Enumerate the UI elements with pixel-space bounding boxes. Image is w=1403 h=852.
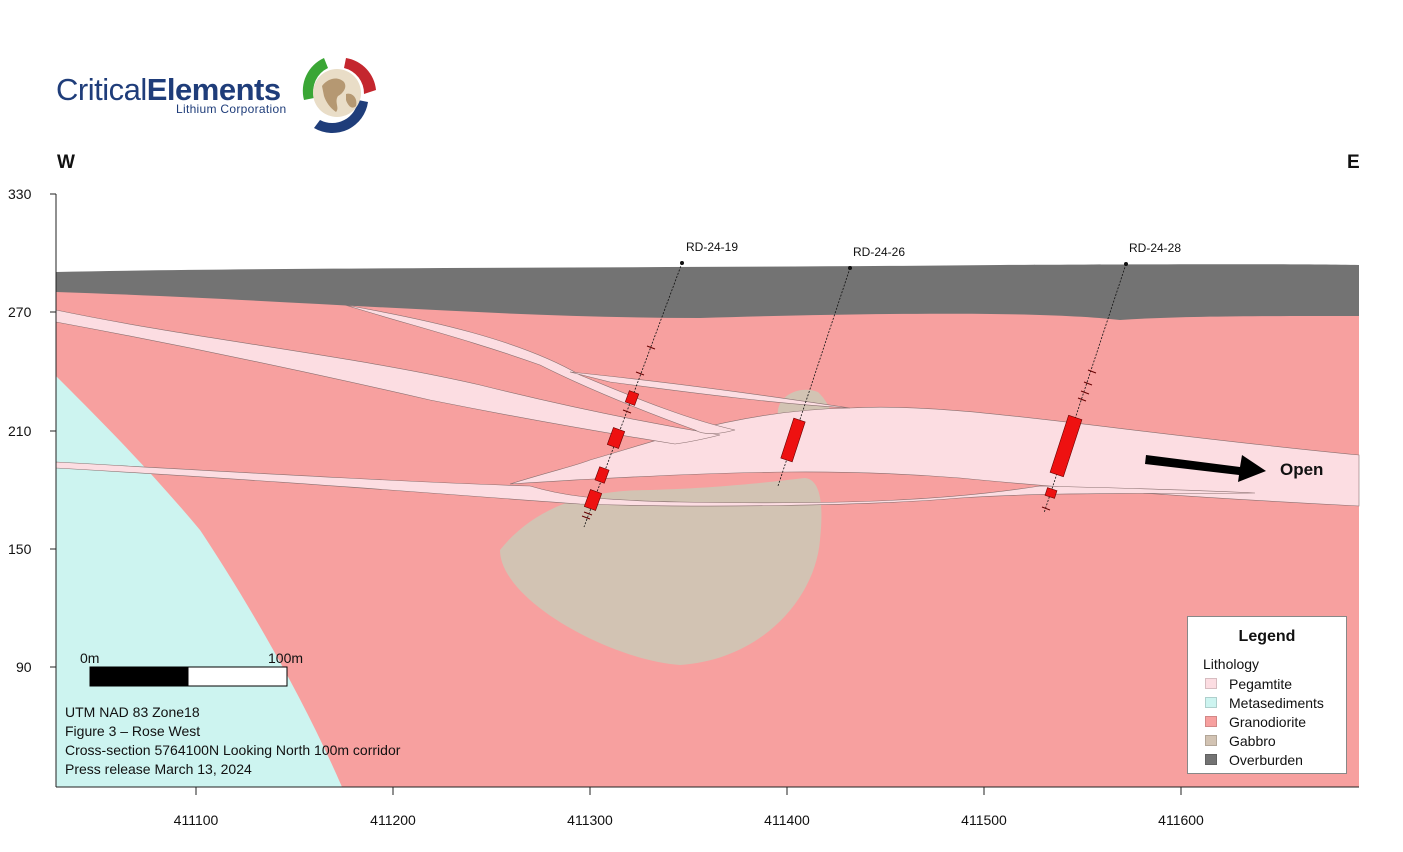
drill-hole-rd-24-19: RD-24-19 xyxy=(581,240,738,528)
legend-items: Pegamtite Metasediments Granodiorite Gab… xyxy=(1205,674,1324,769)
pegmatite-west-band xyxy=(55,309,721,445)
legend-swatch xyxy=(1205,735,1217,746)
west-label: W xyxy=(57,152,75,173)
x-tick-label: 411200 xyxy=(370,812,416,828)
legend-swatch xyxy=(1205,716,1217,727)
x-tick-label: 411100 xyxy=(174,812,219,828)
pegmatite-lower-sill xyxy=(55,461,1256,507)
legend-item: Gabbro xyxy=(1205,731,1324,750)
y-tick-label: 90 xyxy=(16,659,32,675)
legend: Legend Lithology Pegamtite Metasediments… xyxy=(1187,616,1347,774)
drill-hole-rd-24-28: RD-24-28 xyxy=(1041,241,1181,514)
drill-hole-label: RD-24-26 xyxy=(853,245,905,259)
intersection-marker xyxy=(594,466,610,484)
y-tick-label: 270 xyxy=(8,304,32,320)
legend-title: Legend xyxy=(1238,628,1296,645)
legend-item-label: Granodiorite xyxy=(1229,713,1307,730)
x-tick-label: 411300 xyxy=(567,812,613,828)
x-tick-label: 411400 xyxy=(764,812,810,828)
intersection-marker xyxy=(624,390,640,406)
legend-swatch xyxy=(1205,697,1217,708)
figure-info: UTM NAD 83 Zone18 Figure 3 – Rose West C… xyxy=(65,703,400,779)
scale-bar-start-label: 0m xyxy=(80,650,100,666)
globe-logo-icon xyxy=(302,58,376,134)
pegmatite-upper-band xyxy=(344,304,736,435)
drill-hole-rd-24-26: RD-24-26 xyxy=(777,245,905,487)
legend-swatch xyxy=(1205,754,1217,765)
intersection-marker xyxy=(583,489,603,511)
drill-hole-label: RD-24-19 xyxy=(686,240,738,254)
gabbro-body xyxy=(500,478,822,665)
legend-item: Overburden xyxy=(1205,750,1324,769)
overburden-layer xyxy=(56,264,1359,320)
lithology-layers xyxy=(55,264,1360,787)
intersection-marker xyxy=(606,427,626,449)
intersection-marker xyxy=(1044,487,1058,499)
x-tick-label: 411500 xyxy=(961,812,1007,828)
y-tick-label: 150 xyxy=(8,541,32,557)
y-axis-ticks: 330 270 210 150 90 xyxy=(8,186,56,675)
open-label: Open xyxy=(1280,460,1324,479)
east-label: E xyxy=(1347,152,1360,173)
y-tick-label: 330 xyxy=(8,186,32,202)
scale-bar-end-label: 100m xyxy=(268,650,304,666)
drill-hole-label: RD-24-28 xyxy=(1129,241,1181,255)
x-axis-ticks: 411100 411200 411300 411400 411500 41160… xyxy=(174,787,1204,828)
pegmatite-short-band xyxy=(569,371,851,409)
legend-item-label: Pegamtite xyxy=(1229,675,1293,692)
y-tick-label: 210 xyxy=(8,423,32,439)
legend-item: Pegamtite xyxy=(1205,674,1324,693)
legend-item-label: Overburden xyxy=(1229,751,1303,768)
intersection-marker xyxy=(780,417,806,463)
legend-item: Metasediments xyxy=(1205,693,1324,712)
company-logo: CriticalElements Lithium Corporation xyxy=(50,44,390,140)
x-tick-label: 411600 xyxy=(1158,812,1204,828)
scale-bar xyxy=(89,666,288,687)
legend-item-label: Gabbro xyxy=(1229,732,1276,749)
intersection-marker xyxy=(1049,414,1083,478)
logo-subtitle: Lithium Corporation xyxy=(176,102,287,116)
logo-wordmark: CriticalElements xyxy=(56,72,281,107)
legend-item-label: Metasediments xyxy=(1229,694,1324,711)
info-figure-title: Figure 3 – Rose West xyxy=(65,723,201,739)
open-arrow-icon xyxy=(1145,455,1266,482)
legend-subtitle: Lithology xyxy=(1203,656,1260,672)
legend-swatch xyxy=(1205,678,1217,689)
info-coordinate-system: UTM NAD 83 Zone18 xyxy=(65,704,200,720)
info-press-release-date: Press release March 13, 2024 xyxy=(65,761,252,777)
info-section-description: Cross-section 5764100N Looking North 100… xyxy=(65,742,401,758)
legend-item: Granodiorite xyxy=(1205,712,1324,731)
